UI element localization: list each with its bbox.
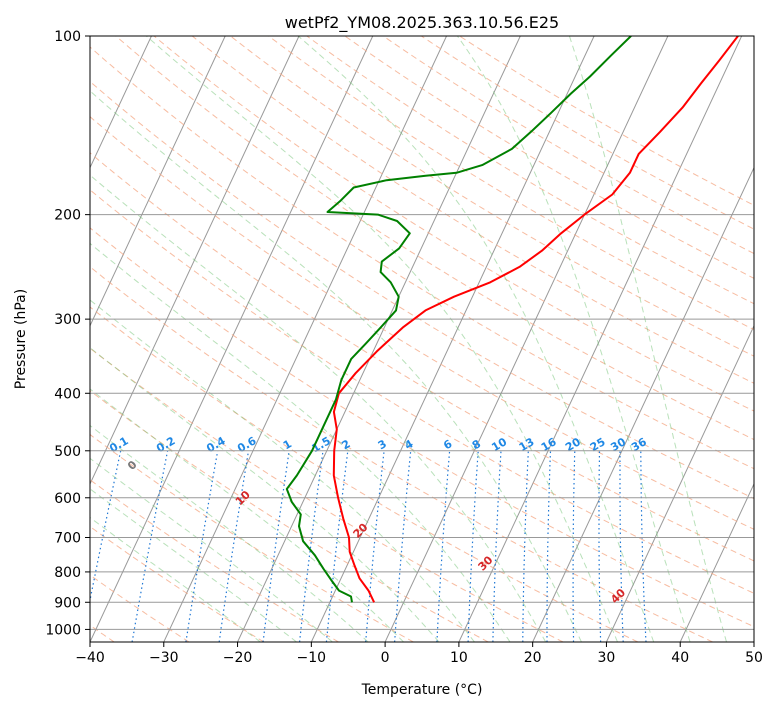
x-tick-label: −10: [297, 650, 327, 666]
mixing-ratio-line: [218, 450, 250, 642]
moist-adiabat-line: [90, 388, 404, 642]
moist-adiabat-line: [456, 36, 691, 642]
dry-adiabat-line: [90, 306, 639, 642]
mixing-ratio-line: [131, 450, 169, 642]
isotherm-line: [679, 482, 754, 642]
moist-adiabat-line: [145, 36, 618, 642]
y-tick-label: 600: [54, 491, 81, 507]
x-tick-label: 40: [671, 650, 689, 666]
dry-adiabat-line: [90, 227, 754, 628]
y-tick-label: 700: [54, 531, 81, 547]
temperature-profile-line: [332, 36, 739, 603]
isotherm-line: [163, 36, 448, 642]
mixing-ratio-line: [299, 450, 324, 642]
dewpoint-profile-line: [285, 36, 632, 603]
dry-adiabat-line: [90, 433, 414, 642]
y-tick-label: 900: [54, 595, 81, 611]
x-tick-label: 20: [524, 650, 542, 666]
y-tick-label: 500: [54, 444, 81, 460]
isotherm-line: [90, 36, 226, 327]
isotherm-line: [605, 324, 754, 642]
y-tick-label: 1000: [45, 622, 81, 638]
mixing-ratio-line: [640, 450, 647, 642]
y-tick-label: 300: [54, 312, 81, 328]
isotherm-line: [90, 36, 152, 169]
mixing-ratio-line: [325, 450, 349, 642]
x-tick-label: 30: [598, 650, 616, 666]
y-tick-label: 200: [54, 208, 81, 224]
mixing-ratio-line: [522, 450, 529, 642]
x-tick-label: −40: [75, 650, 105, 666]
dry-adiabat-line: [153, 36, 754, 412]
axes: −40 −30 −20 −10 0 10 20 30 40 50 1000 900 800 700 600 5…: [45, 29, 763, 666]
mixing-ratio-line: [598, 450, 602, 642]
mixing-ratio-line: [262, 450, 290, 642]
isotherm-line: [237, 36, 521, 642]
x-tick-label: 0: [381, 650, 390, 666]
y-tick-label: 800: [54, 565, 81, 581]
x-tick-label: 10: [450, 650, 468, 666]
mixing-ratio-line: [467, 450, 479, 642]
isotherm-line: [458, 36, 743, 642]
isotherm-line: [532, 166, 754, 642]
x-tick-label: 50: [745, 650, 763, 666]
isotherm-line: [384, 36, 669, 642]
dry-adiabat-line: [306, 36, 754, 305]
isotherm-line: [90, 36, 300, 486]
dry-adiabat-line: [90, 479, 339, 642]
y-tick-label: 400: [54, 386, 81, 402]
moist-adiabat-line: [90, 424, 369, 642]
moist-adiabat-line: [90, 516, 261, 642]
moist-adiabat-line: [568, 36, 727, 642]
dry-adiabat-line: [90, 116, 754, 530]
mixing-ratio-line: [546, 450, 552, 642]
dry-adiabat-line: [90, 390, 489, 642]
mixing-ratio-line: [619, 450, 624, 642]
x-tick-label: −20: [223, 650, 253, 666]
mixing-ratio-line: [492, 450, 502, 642]
plot-frame: [89, 35, 755, 643]
mixing-ratio-line: [365, 450, 385, 642]
y-axis-label: Pressure (hPa): [13, 289, 29, 389]
chart-title: wetPf2_YM08.2025.363.10.56.E25: [285, 13, 559, 33]
mixing-ratio-line: [394, 450, 412, 642]
moist-adiabat-line: [90, 174, 547, 642]
dry-adiabat-line: [191, 36, 754, 384]
mixing-ratio-line: [436, 450, 451, 642]
x-axis-label: Temperature (°C): [361, 682, 483, 698]
y-tick-label: 100: [54, 29, 81, 45]
x-tick-label: −30: [149, 650, 179, 666]
mixing-ratio-line: [572, 450, 576, 642]
dry-adiabat-line: [90, 80, 754, 500]
moist-adiabat-line: [90, 242, 511, 642]
moist-adiabat-line: [90, 90, 582, 642]
moist-adiabat-line: [90, 299, 475, 642]
mixing-ratio-line: [185, 450, 219, 642]
dry-adiabat-line: [90, 152, 754, 562]
moist-adiabat-line: [297, 36, 655, 642]
isotherm-line: [90, 36, 374, 642]
